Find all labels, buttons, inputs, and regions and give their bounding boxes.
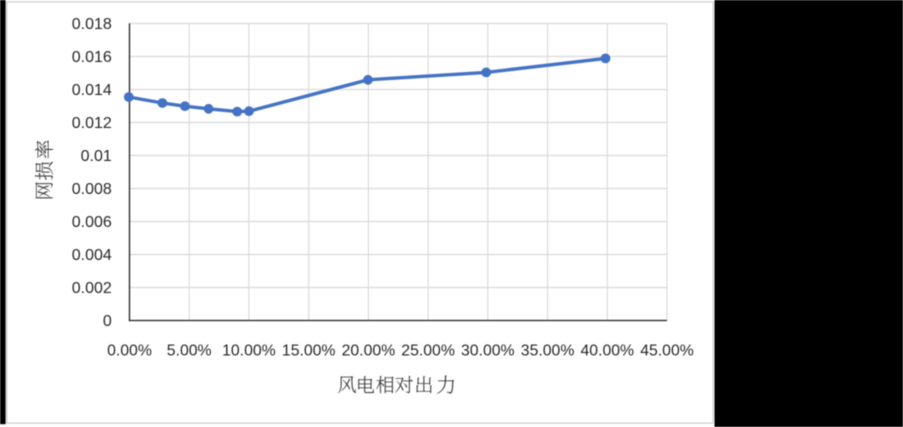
svg-text:0.002: 0.002 [72,280,112,297]
svg-text:0.006: 0.006 [72,214,112,231]
svg-text:0.014: 0.014 [72,82,112,99]
svg-text:0.00%: 0.00% [107,343,152,360]
svg-text:0.016: 0.016 [72,49,112,66]
svg-text:30.00%: 30.00% [461,343,515,360]
svg-text:15.00%: 15.00% [282,343,336,360]
svg-text:20.00%: 20.00% [342,343,396,360]
svg-text:0.018: 0.018 [72,16,112,33]
svg-text:0.012: 0.012 [72,115,112,132]
svg-text:0.01: 0.01 [81,148,112,165]
svg-text:45.00%: 45.00% [640,343,694,360]
svg-text:40.00%: 40.00% [581,343,635,360]
svg-text:5.00%: 5.00% [167,343,212,360]
svg-text:25.00%: 25.00% [401,343,455,360]
svg-text:10.00%: 10.00% [222,343,276,360]
svg-text:35.00%: 35.00% [521,343,575,360]
svg-text:0.008: 0.008 [72,181,112,198]
svg-text:0: 0 [103,313,112,330]
svg-text:0.004: 0.004 [72,247,112,264]
